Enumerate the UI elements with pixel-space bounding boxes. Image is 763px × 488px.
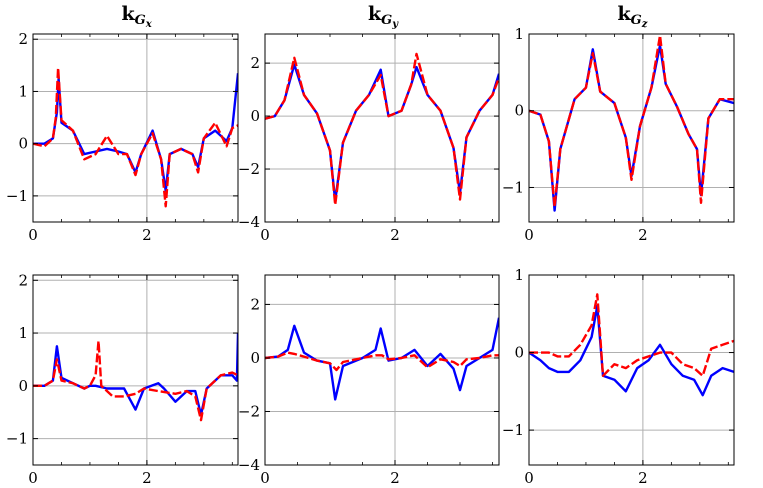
subplot-5: 0 2 −4 −2 0 2: [238, 274, 500, 487]
axes-frame: [32, 33, 239, 223]
series-line-dashed: [265, 351, 499, 372]
y-tick-label: 0: [18, 377, 28, 395]
axes-frame: [528, 33, 735, 223]
series-line-dashed: [33, 339, 238, 422]
y-tick-label: 2: [18, 271, 28, 289]
title-subsubscript: y: [391, 19, 399, 30]
x-tick-label: 2: [390, 469, 400, 487]
y-tick-label: 1: [18, 82, 28, 100]
axes-frame: [264, 274, 500, 466]
y-tick-label: −1: [6, 430, 28, 448]
y-tick-label: 2: [18, 30, 28, 48]
x-tick-label: 2: [142, 226, 152, 244]
subplot-title: kGx: [122, 3, 153, 30]
series-line-solid: [529, 304, 734, 397]
x-tick-label: 0: [524, 226, 534, 244]
y-tick-label: −4: [238, 213, 260, 231]
series-line-dashed: [529, 34, 734, 208]
series-line-solid: [33, 333, 238, 417]
y-tick-label: 0: [250, 107, 260, 125]
subplot-3: 0 2 −1 0 1 kGz: [502, 3, 735, 244]
subplot-1: 0 2 −1 0 1 2 kGx: [6, 3, 239, 244]
title-subsubscript: x: [145, 19, 153, 30]
title-subscript: G: [381, 13, 392, 28]
y-tick-label: −1: [502, 421, 524, 439]
series-line-dashed: [265, 52, 499, 206]
y-tick-label: 2: [250, 54, 260, 72]
subplot-title: kGz: [618, 3, 648, 30]
y-tick-label: −4: [238, 456, 260, 474]
y-tick-label: 2: [250, 295, 260, 313]
y-tick-label: −1: [6, 187, 28, 205]
y-tick-label: 0: [250, 349, 260, 367]
title-subsubscript: z: [641, 19, 648, 30]
x-tick-label: 2: [638, 469, 648, 487]
title-main: k: [368, 3, 382, 25]
x-tick-label: 0: [260, 469, 270, 487]
y-tick-label: −1: [502, 178, 524, 196]
series-line-dashed: [529, 293, 734, 377]
y-tick-label: −2: [238, 402, 260, 420]
x-tick-label: 0: [28, 226, 38, 244]
subplot-2: 0 2 −4 −2 0 2 kGy: [238, 3, 500, 244]
x-tick-label: 2: [390, 226, 400, 244]
series-line-solid: [529, 44, 734, 212]
subplot-title: kGy: [368, 3, 399, 30]
title-main: k: [122, 3, 136, 25]
axes-frame: [264, 33, 500, 223]
axes-frame: [528, 274, 735, 466]
y-tick-label: 1: [514, 25, 524, 43]
title-subscript: G: [631, 13, 642, 28]
y-tick-label: 1: [514, 266, 524, 284]
title-subscript: G: [135, 13, 146, 28]
y-tick-label: 0: [514, 344, 524, 362]
y-tick-label: 1: [18, 324, 28, 342]
title-main: k: [618, 3, 632, 25]
axes-frame: [32, 274, 239, 466]
x-tick-label: 0: [260, 226, 270, 244]
subplot-4: 0 2 −1 0 1 2: [6, 271, 239, 487]
x-tick-label: 0: [28, 469, 38, 487]
y-tick-label: 0: [514, 102, 524, 120]
y-tick-label: 0: [18, 135, 28, 153]
x-tick-label: 0: [524, 469, 534, 487]
x-tick-label: 2: [142, 469, 152, 487]
y-tick-label: −2: [238, 160, 260, 178]
series-line-solid: [265, 317, 499, 401]
series-line-dashed: [33, 66, 238, 208]
subplot-6: 0 2 −1 0 1: [502, 266, 735, 487]
x-tick-label: 2: [638, 226, 648, 244]
